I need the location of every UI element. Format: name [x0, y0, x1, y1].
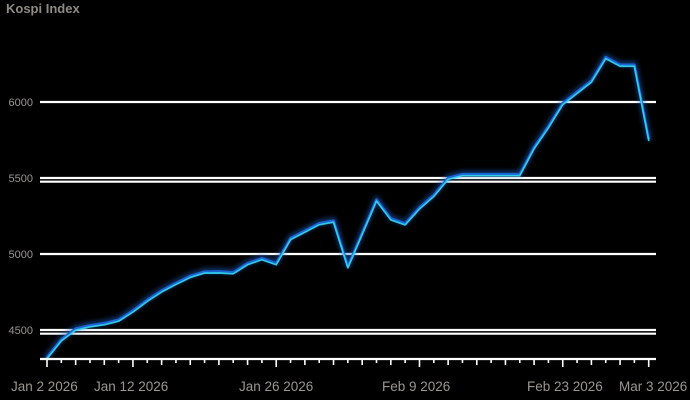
- svg-text:Jan 12 2026: Jan 12 2026: [94, 379, 168, 394]
- svg-text:6000: 6000: [9, 97, 33, 109]
- svg-text:Jan 26 2026: Jan 26 2026: [239, 379, 313, 394]
- svg-text:Mar 3 2026: Mar 3 2026: [619, 379, 687, 394]
- svg-text:Feb 9 2026: Feb 9 2026: [382, 379, 450, 394]
- svg-text:Feb 23 2026: Feb 23 2026: [527, 379, 603, 394]
- svg-text:5500: 5500: [9, 173, 33, 185]
- svg-text:4500: 4500: [9, 325, 33, 337]
- svg-text:5000: 5000: [9, 249, 33, 261]
- svg-text:Jan 2 2026: Jan 2 2026: [11, 379, 78, 394]
